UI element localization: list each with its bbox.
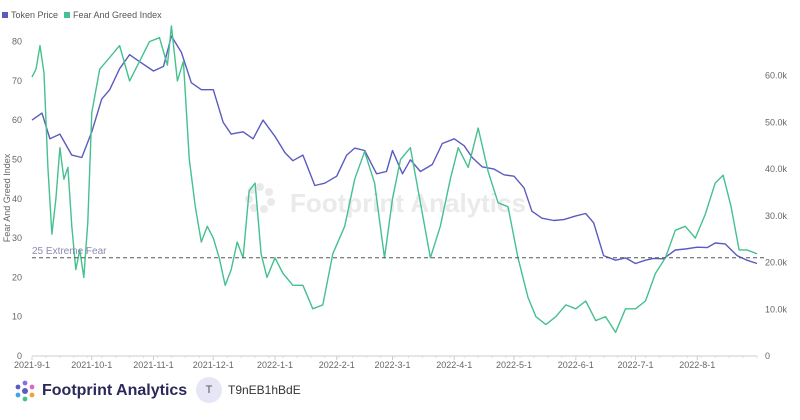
x-tick-label: 2021-9-1 xyxy=(14,360,50,370)
series-line-token-price xyxy=(31,35,758,265)
y-left-tick-label: 80 xyxy=(12,37,22,47)
y-left-tick-label: 70 xyxy=(12,76,22,86)
watermark-logo-dot xyxy=(260,205,268,213)
watermark-logo-dot xyxy=(250,204,258,212)
y-right-tick-label: 0 xyxy=(765,351,770,361)
x-tick-label: 2022-8-1 xyxy=(679,360,715,370)
x-tick-label: 2022-4-1 xyxy=(436,360,472,370)
avatar[interactable]: T xyxy=(196,377,222,403)
y-right-tick-label: 50.0k xyxy=(765,117,788,127)
x-tick-label: 2022-1-1 xyxy=(257,360,293,370)
y-right-tick-label: 30.0k xyxy=(765,211,788,221)
footer-bar: Footprint Analytics T T9nEB1hBdE xyxy=(0,372,800,420)
watermark-logo-dot xyxy=(265,188,273,196)
y-right-tick-label: 40.0k xyxy=(765,164,788,174)
x-tick-label: 2021-10-1 xyxy=(71,360,112,370)
legend-swatch-fear-greed xyxy=(64,12,71,18)
brand[interactable]: Footprint Analytics xyxy=(14,380,187,402)
y-left-tick-label: 30 xyxy=(12,233,22,243)
watermark-logo-dot xyxy=(248,186,256,194)
footprint-logo-icon xyxy=(15,380,35,402)
y-left-tick-label: 60 xyxy=(12,115,22,125)
threshold-label: 25 Extreme Fear xyxy=(32,246,107,257)
y-left-tick-label: 40 xyxy=(12,194,22,204)
legend-item-fear-greed[interactable]: Fear And Greed Index xyxy=(64,10,162,20)
watermark-logo-dot xyxy=(267,198,275,206)
legend-item-token-price[interactable]: Token Price xyxy=(2,10,58,20)
x-tick-label: 2022-6-1 xyxy=(558,360,594,370)
x-tick-label: 2021-12-1 xyxy=(193,360,234,370)
watermark-logo-dot xyxy=(256,183,264,191)
legend-label-fear-greed: Fear And Greed Index xyxy=(73,10,162,20)
user-id: T9nEB1hBdE xyxy=(228,383,301,397)
y-right-tick-label: 60.0k xyxy=(765,71,788,81)
watermark-text: Footprint Analytics xyxy=(290,188,526,218)
x-tick-label: 2022-5-1 xyxy=(496,360,532,370)
y-right-tick-label: 10.0k xyxy=(765,304,788,314)
chart-legend: Token Price Fear And Greed Index xyxy=(2,10,162,20)
y-left-tick-label: 0 xyxy=(17,351,22,361)
y-left-tick-label: 20 xyxy=(12,272,22,282)
y-left-tick-label: 10 xyxy=(12,312,22,322)
x-tick-label: 2022-2-1 xyxy=(319,360,355,370)
series-line-fear-greed xyxy=(31,25,758,334)
legend-swatch-token-price xyxy=(2,12,8,18)
x-tick-label: 2022-3-1 xyxy=(374,360,410,370)
x-tick-label: 2021-11-1 xyxy=(133,360,173,370)
y-right-tick-label: 20.0k xyxy=(765,258,788,268)
brand-name: Footprint Analytics xyxy=(42,382,188,399)
legend-label-token-price: Token Price xyxy=(11,10,59,20)
y-left-axis-title: Fear And Greed Index xyxy=(2,153,12,242)
y-left-tick-label: 50 xyxy=(12,155,22,165)
x-tick-label: 2022-7-1 xyxy=(617,360,653,370)
fear-greed-chart: Footprint Analytics 0 10 20 30 40 50 60 70 80 0 10.… xyxy=(2,25,788,370)
